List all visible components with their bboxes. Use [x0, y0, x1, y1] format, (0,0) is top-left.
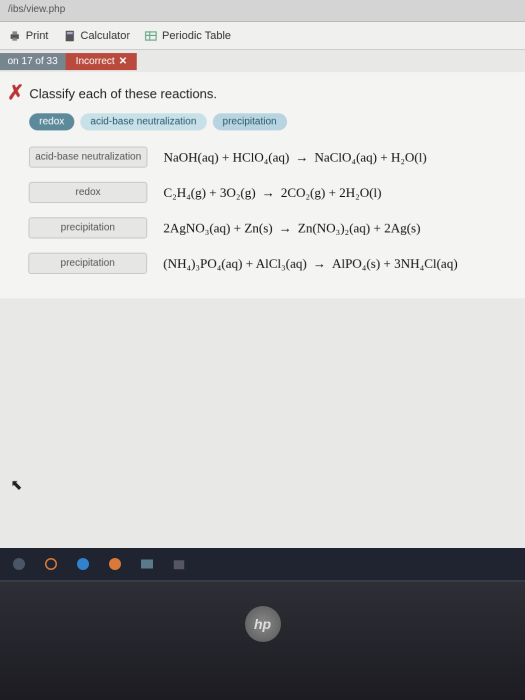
calculator-label: Calculator [80, 30, 130, 42]
status-text: Incorrect [76, 56, 115, 67]
periodic-button[interactable]: Periodic Table [144, 29, 231, 43]
calculator-icon [62, 29, 76, 43]
reaction-row: acid-base neutralization NaOH(aq) + HClO… [29, 147, 504, 168]
answer-dropzone[interactable]: acid-base neutralization [29, 147, 148, 168]
equation: 2AgNO₃(aq) + Zn(s)→Zn(NO₃)₂(aq) + 2Ag(s) [163, 220, 420, 236]
taskbar-files-icon[interactable] [138, 555, 156, 573]
taskbar-cortana-icon[interactable] [42, 555, 60, 573]
close-icon[interactable]: ✕ [119, 56, 127, 67]
print-icon [8, 29, 22, 43]
chip-precipitation[interactable]: precipitation [212, 113, 286, 130]
print-button[interactable]: Print [8, 29, 49, 43]
taskbar-edge-icon[interactable] [74, 555, 92, 573]
progress-row: on 17 of 33 Incorrect ✕ [0, 50, 525, 72]
incorrect-x-icon: ✗ [7, 80, 24, 105]
answer-chips: redox acid-base neutralization precipita… [29, 113, 504, 130]
taskbar-store-icon[interactable] [170, 555, 188, 573]
taskbar-start-icon[interactable] [10, 555, 28, 573]
question-content: ✗ Classify each of these reactions. redo… [0, 72, 525, 298]
chip-redox[interactable]: redox [29, 113, 74, 130]
cursor-icon: ⬉ [10, 476, 22, 493]
print-label: Print [26, 30, 49, 42]
reaction-row: redox C₂H₄(g) + 3O₂(g)→2CO₂(g) + 2H₂O(l) [29, 182, 505, 203]
periodic-icon [144, 29, 158, 43]
taskbar[interactable] [0, 548, 525, 580]
answer-dropzone[interactable]: redox [29, 182, 148, 203]
hp-logo: hp [245, 606, 281, 642]
answer-dropzone[interactable]: precipitation [28, 253, 147, 274]
calculator-button[interactable]: Calculator [62, 29, 130, 43]
equation: (NH₄)₃PO₄(aq) + AlCl₃(aq)→AlPO₄(s) + 3NH… [163, 255, 457, 271]
progress-text: on 17 of 33 [0, 53, 66, 70]
chip-acid-base[interactable]: acid-base neutralization [80, 113, 206, 130]
answer-dropzone[interactable]: precipitation [28, 217, 147, 238]
taskbar-firefox-icon[interactable] [106, 555, 124, 573]
reaction-row: precipitation (NH₄)₃PO₄(aq) + AlCl₃(aq)→… [28, 253, 505, 274]
periodic-label: Periodic Table [162, 30, 231, 42]
toolbar: Print Calculator Periodic Table [0, 22, 525, 50]
status-incorrect: Incorrect ✕ [66, 53, 138, 70]
equation: C₂H₄(g) + 3O₂(g)→2CO₂(g) + 2H₂O(l) [163, 184, 381, 200]
question-title: Classify each of these reactions. [29, 86, 503, 101]
url-bar: /ibs/view.php [0, 0, 525, 22]
reaction-row: precipitation 2AgNO₃(aq) + Zn(s)→Zn(NO₃)… [28, 217, 504, 238]
equation: NaOH(aq) + HClO₄(aq)→NaClO₄(aq) + H₂O(l) [164, 149, 427, 165]
